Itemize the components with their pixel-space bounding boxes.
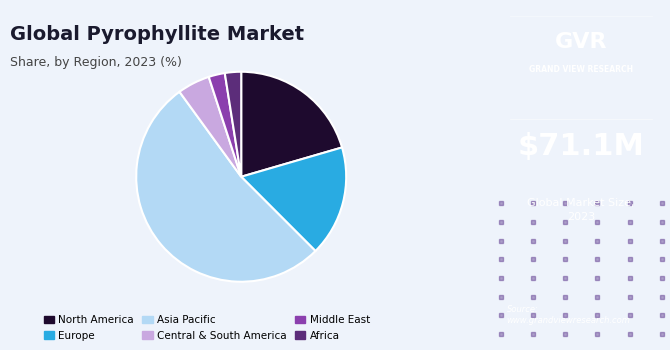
Text: Global Market Size,
2023: Global Market Size, 2023 <box>527 198 635 222</box>
Text: Global Pyrophyllite Market: Global Pyrophyllite Market <box>10 25 304 43</box>
Text: GVR: GVR <box>555 32 608 52</box>
Wedge shape <box>224 72 241 177</box>
Wedge shape <box>180 77 241 177</box>
Wedge shape <box>136 92 316 282</box>
Text: Source:
www.grandviewresearch.com: Source: www.grandviewresearch.com <box>507 305 630 325</box>
Text: Share, by Region, 2023 (%): Share, by Region, 2023 (%) <box>10 56 182 69</box>
Text: GRAND VIEW RESEARCH: GRAND VIEW RESEARCH <box>529 65 633 75</box>
Wedge shape <box>209 73 241 177</box>
Wedge shape <box>241 147 346 251</box>
Legend: North America, Europe, Asia Pacific, Central & South America, Middle East, Afric: North America, Europe, Asia Pacific, Cen… <box>40 311 374 345</box>
Text: $71.1M: $71.1M <box>518 133 645 161</box>
Wedge shape <box>241 72 342 177</box>
